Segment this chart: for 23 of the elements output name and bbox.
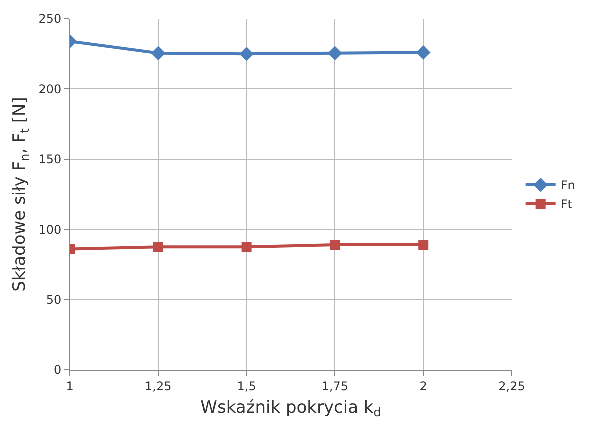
point bbox=[242, 242, 252, 252]
legend-label: Ft bbox=[560, 198, 573, 212]
point bbox=[418, 240, 429, 250]
x-tick-label: 2 bbox=[420, 379, 428, 394]
y-tick-label: 250 bbox=[38, 12, 62, 26]
point bbox=[240, 46, 254, 62]
x-tick-label: 2,25 bbox=[498, 379, 526, 394]
y-tick-label: 200 bbox=[38, 82, 62, 96]
x-axis-title: Wskaźnik pokrycia k$_{d}$ bbox=[200, 398, 382, 420]
point bbox=[151, 46, 166, 61]
x-tick-label: 1,25 bbox=[145, 379, 172, 394]
legend-label: Fn bbox=[560, 178, 576, 193]
point bbox=[330, 240, 340, 250]
point bbox=[416, 46, 431, 60]
y-tick-label: 150 bbox=[38, 152, 62, 167]
x-tick-label: 1,5 bbox=[237, 379, 256, 394]
x-tick-label: 1 bbox=[66, 379, 74, 394]
y-tick-label: 50 bbox=[46, 293, 62, 307]
y-tick-label: 100 bbox=[38, 222, 62, 237]
y-tick-label: 0 bbox=[54, 363, 62, 378]
point bbox=[328, 46, 342, 61]
point bbox=[153, 242, 164, 252]
x-tick-label: 1,75 bbox=[322, 379, 349, 394]
